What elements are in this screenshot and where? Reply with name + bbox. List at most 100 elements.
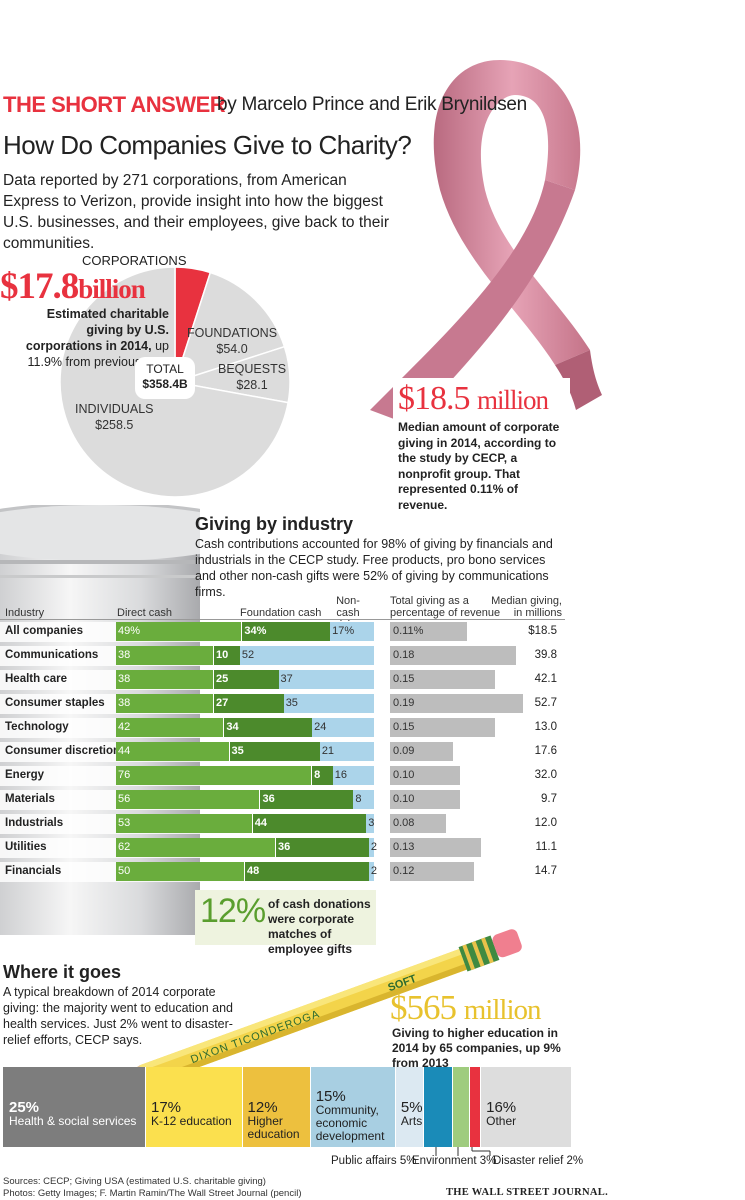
foundations-slice-label: FOUNDATIONS $54.0 bbox=[187, 325, 277, 357]
median-giving-communications: 39.8 bbox=[534, 649, 557, 661]
bar-non-cash-giving-technology: 24 bbox=[312, 718, 374, 737]
median-giving-all-companies: $18.5 bbox=[528, 625, 557, 637]
segment-pct: 5% bbox=[400, 1099, 423, 1116]
segment-health-social-services bbox=[3, 1067, 145, 1147]
public-affairs-pct: 5% bbox=[399, 1155, 417, 1167]
bar-direct-cash-industrials: 53 bbox=[116, 814, 253, 833]
median-giving-materials: 9.7 bbox=[541, 793, 557, 805]
disaster-relief-pct: 2% bbox=[566, 1155, 584, 1167]
industry-name-materials: Materials bbox=[5, 793, 55, 805]
segment-label-higher-education: 12% Higher education bbox=[247, 1099, 308, 1141]
bar-non-cash-giving-communications: 52 bbox=[239, 646, 374, 665]
higher-education-amount-value: $565 bbox=[390, 988, 457, 1027]
industry-name-energy: Energy bbox=[5, 769, 44, 781]
sources-note: Sources: CECP; Giving USA (estimated U.S… bbox=[3, 1176, 301, 1200]
bar-non-cash-giving-health-care: 37 bbox=[278, 670, 374, 689]
col-header-direct-cash: Direct cash bbox=[117, 607, 173, 619]
segment-pct: 25% bbox=[9, 1099, 40, 1116]
segment-disaster-relief bbox=[468, 1067, 481, 1147]
bar-direct-cash-consumer-staples: 38 bbox=[116, 694, 215, 713]
higher-education-amount: $565 million bbox=[390, 988, 542, 1028]
median-giving-energy: 32.0 bbox=[534, 769, 557, 781]
bar-pct-revenue-utilities: 0.13 bbox=[390, 838, 481, 857]
bar-direct-cash-communications: 38 bbox=[116, 646, 215, 665]
segment-name: Health & social services bbox=[9, 1114, 137, 1128]
col-header-foundation-cash: Foundation cash bbox=[240, 607, 322, 619]
segment-environment bbox=[451, 1067, 469, 1147]
match-description: of cash donations were corporate matches… bbox=[268, 897, 371, 956]
median-callout-box bbox=[393, 378, 570, 500]
environment-name: Environment bbox=[412, 1155, 477, 1167]
bar-non-cash-giving-materials: 8 bbox=[353, 790, 374, 809]
bar-pct-revenue-energy: 0.10 bbox=[390, 766, 460, 785]
bequests-value: $28.1 bbox=[236, 378, 268, 392]
col-header-non-cash-line1: Non-cash bbox=[336, 595, 360, 619]
col-header-median-line1: Median giving, bbox=[491, 595, 562, 607]
environment-label: Environment 3% bbox=[412, 1155, 496, 1167]
bar-foundation-cash-health-care: 25 bbox=[214, 670, 279, 689]
bar-direct-cash-technology: 42 bbox=[116, 718, 225, 737]
median-giving-industrials: 12.0 bbox=[534, 817, 557, 829]
segment-name: Other bbox=[486, 1114, 517, 1128]
median-amount-value: $18.5 bbox=[398, 380, 470, 417]
median-giving-technology: 13.0 bbox=[534, 721, 557, 733]
small-segment-leader-lines bbox=[435, 1147, 491, 1156]
bar-pct-revenue-communications: 0.18 bbox=[390, 646, 516, 665]
bar-direct-cash-health-care: 38 bbox=[116, 670, 215, 689]
col-header-pct-revenue-line2: percentage of revenue bbox=[390, 607, 501, 619]
public-affairs-name: Public affairs bbox=[331, 1155, 397, 1167]
col-header-industry: Industry bbox=[5, 607, 45, 619]
bar-foundation-cash-energy: 8 bbox=[312, 766, 333, 785]
bar-direct-cash-financials: 50 bbox=[116, 862, 245, 881]
industry-name-consumer-staples: Consumer staples bbox=[5, 697, 105, 709]
public-affairs-label: Public affairs 5% bbox=[331, 1155, 416, 1167]
environment-pct: 3% bbox=[479, 1155, 497, 1167]
bar-pct-revenue-financials: 0.12 bbox=[390, 862, 474, 881]
col-header-median-line2: in millions bbox=[513, 607, 562, 619]
median-giving-health-care: 42.1 bbox=[534, 673, 557, 685]
bar-foundation-cash-consumer-staples: 27 bbox=[214, 694, 284, 713]
segment-label-health-social-services: 25% Health & social services bbox=[9, 1099, 143, 1128]
industry-name-utilities: Utilities bbox=[5, 841, 47, 853]
sources-line: Sources: CECP; Giving USA (estimated U.S… bbox=[3, 1176, 266, 1187]
bar-foundation-cash-industrials: 44 bbox=[252, 814, 367, 833]
header-divider bbox=[0, 619, 565, 620]
median-amount: $18.5 million bbox=[398, 380, 549, 418]
bar-foundation-cash-technology: 34 bbox=[224, 718, 313, 737]
pink-ribbon-image bbox=[370, 60, 602, 425]
segment-community-economic-development bbox=[309, 1067, 395, 1147]
bar-direct-cash-materials: 56 bbox=[116, 790, 261, 809]
bar-foundation-cash-all-companies: 34% bbox=[242, 622, 331, 641]
bar-direct-cash-consumer-discretionary: 44 bbox=[116, 742, 230, 761]
bar-non-cash-giving-consumer-staples: 35 bbox=[283, 694, 374, 713]
total-label: TOTAL bbox=[146, 362, 184, 376]
industry-section-description: Cash contributions accounted for 98% of … bbox=[195, 537, 553, 599]
match-percent: 12% bbox=[200, 892, 266, 930]
segment-label-other: 16% Other bbox=[486, 1100, 569, 1128]
individuals-value: $258.5 bbox=[95, 418, 134, 432]
bar-direct-cash-utilities: 62 bbox=[116, 838, 276, 857]
bar-foundation-cash-utilities: 36 bbox=[275, 838, 369, 857]
col-header-median: Median giving, in millions bbox=[490, 595, 562, 619]
bar-pct-revenue-materials: 0.10 bbox=[390, 790, 460, 809]
individuals-label: INDIVIDUALS bbox=[75, 402, 154, 416]
where-section-description: A typical breakdown of 2014 corporate gi… bbox=[3, 985, 233, 1047]
intro-text: Data reported by 271 corporations, from … bbox=[3, 172, 389, 252]
total-value: $358.4B bbox=[142, 377, 188, 391]
segment-name: K-12 education bbox=[151, 1114, 232, 1128]
corporations-description-rest: up 11.9% from previous year bbox=[27, 339, 170, 369]
bar-foundation-cash-communications: 10 bbox=[214, 646, 240, 665]
industry-name-all-companies: All companies bbox=[5, 625, 83, 637]
industry-name-communications: Communications bbox=[5, 649, 99, 661]
industry-name-health-care: Health care bbox=[5, 673, 68, 685]
industry-section-title: Giving by industry bbox=[195, 514, 354, 534]
segment-name: Higher education bbox=[247, 1114, 300, 1141]
segment-label-k-education: 17% K-12 education bbox=[151, 1100, 240, 1128]
corporations-amount-value: $17.8 bbox=[0, 266, 79, 307]
bar-direct-cash-energy: 76 bbox=[116, 766, 313, 785]
byline: by Marcelo Prince and Erik Brynildsen bbox=[217, 94, 527, 115]
corporations-description-bold: Estimated charitable giving by U.S. corp… bbox=[25, 307, 169, 353]
segment-pct: 12% bbox=[247, 1099, 278, 1116]
masthead-logo: THE WALL STREET JOURNAL. bbox=[446, 1187, 609, 1198]
individuals-slice-label: INDIVIDUALS $258.5 bbox=[75, 401, 154, 433]
